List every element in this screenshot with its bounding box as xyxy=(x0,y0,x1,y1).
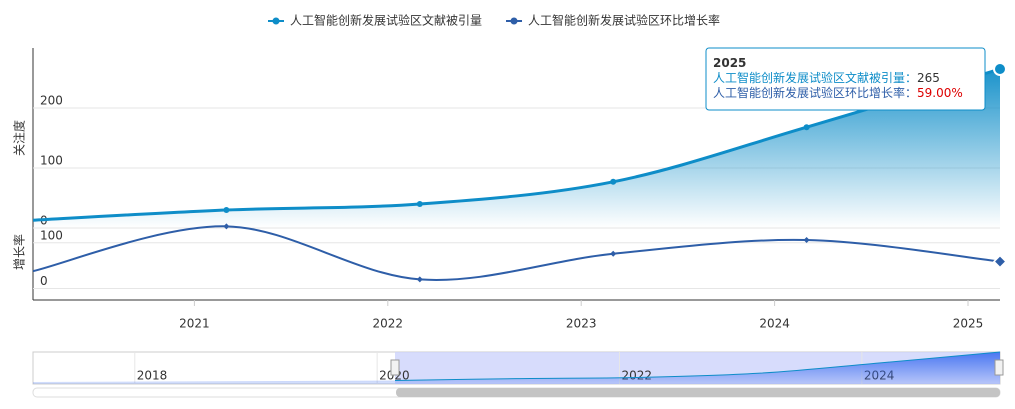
tooltip-row: 人工智能创新发展试验区环比增长率：59.00% xyxy=(713,85,963,100)
legend-marker xyxy=(272,17,280,25)
series-line xyxy=(32,67,1001,222)
legend-label[interactable]: 人工智能创新发展试验区环比增长率 xyxy=(528,13,720,28)
tooltip-separator: ： xyxy=(905,86,917,100)
point xyxy=(803,124,810,131)
point xyxy=(223,207,230,213)
x-tick-label: 2023 xyxy=(566,317,597,331)
y-axis-title: 关注度 xyxy=(12,120,27,156)
legend-marker xyxy=(510,17,518,25)
navigator-line xyxy=(394,351,1001,382)
x-tick-label: 2024 xyxy=(759,317,790,331)
point xyxy=(803,237,810,244)
area xyxy=(33,69,1000,228)
navigator-handle[interactable] xyxy=(994,359,1004,376)
x-tick-label: 2021 xyxy=(179,317,210,331)
navigator-tick-label: 2018 xyxy=(137,369,168,383)
series-line xyxy=(32,225,1001,281)
x-tick-label: 2025 xyxy=(953,317,984,331)
point xyxy=(610,250,617,257)
tooltip-title: 2025 xyxy=(713,56,746,70)
navigator-area xyxy=(33,352,1000,384)
point xyxy=(993,62,1007,76)
legend-label[interactable]: 人工智能创新发展试验区文献被引量 xyxy=(290,13,482,28)
tooltip-row: 人工智能创新发展试验区文献被引量：265 xyxy=(713,70,940,85)
tooltip-separator: ： xyxy=(905,71,917,85)
tooltip-value: 59.00% xyxy=(917,86,963,100)
scrollbar-thumb[interactable] xyxy=(396,388,1000,397)
point xyxy=(416,276,423,283)
point xyxy=(416,201,423,207)
x-tick-label: 2022 xyxy=(373,317,404,331)
tooltip-value: 265 xyxy=(917,71,940,85)
tooltip-box xyxy=(705,47,986,111)
point xyxy=(610,178,617,185)
point xyxy=(992,254,1008,269)
y2-axis-title: 增长率 xyxy=(12,234,27,270)
y-tick-label: 0 xyxy=(40,274,48,288)
navigator-handle[interactable] xyxy=(390,359,400,376)
tooltip-series-name: 人工智能创新发展试验区环比增长率 xyxy=(713,85,905,100)
point xyxy=(223,223,230,230)
y-tick-label: 200 xyxy=(40,94,63,108)
tooltip-category: 2025 xyxy=(713,56,746,70)
tooltip-series-name: 人工智能创新发展试验区文献被引量 xyxy=(713,70,905,85)
y-tick-label: 100 xyxy=(40,228,63,242)
y-tick-label: 100 xyxy=(40,154,63,168)
